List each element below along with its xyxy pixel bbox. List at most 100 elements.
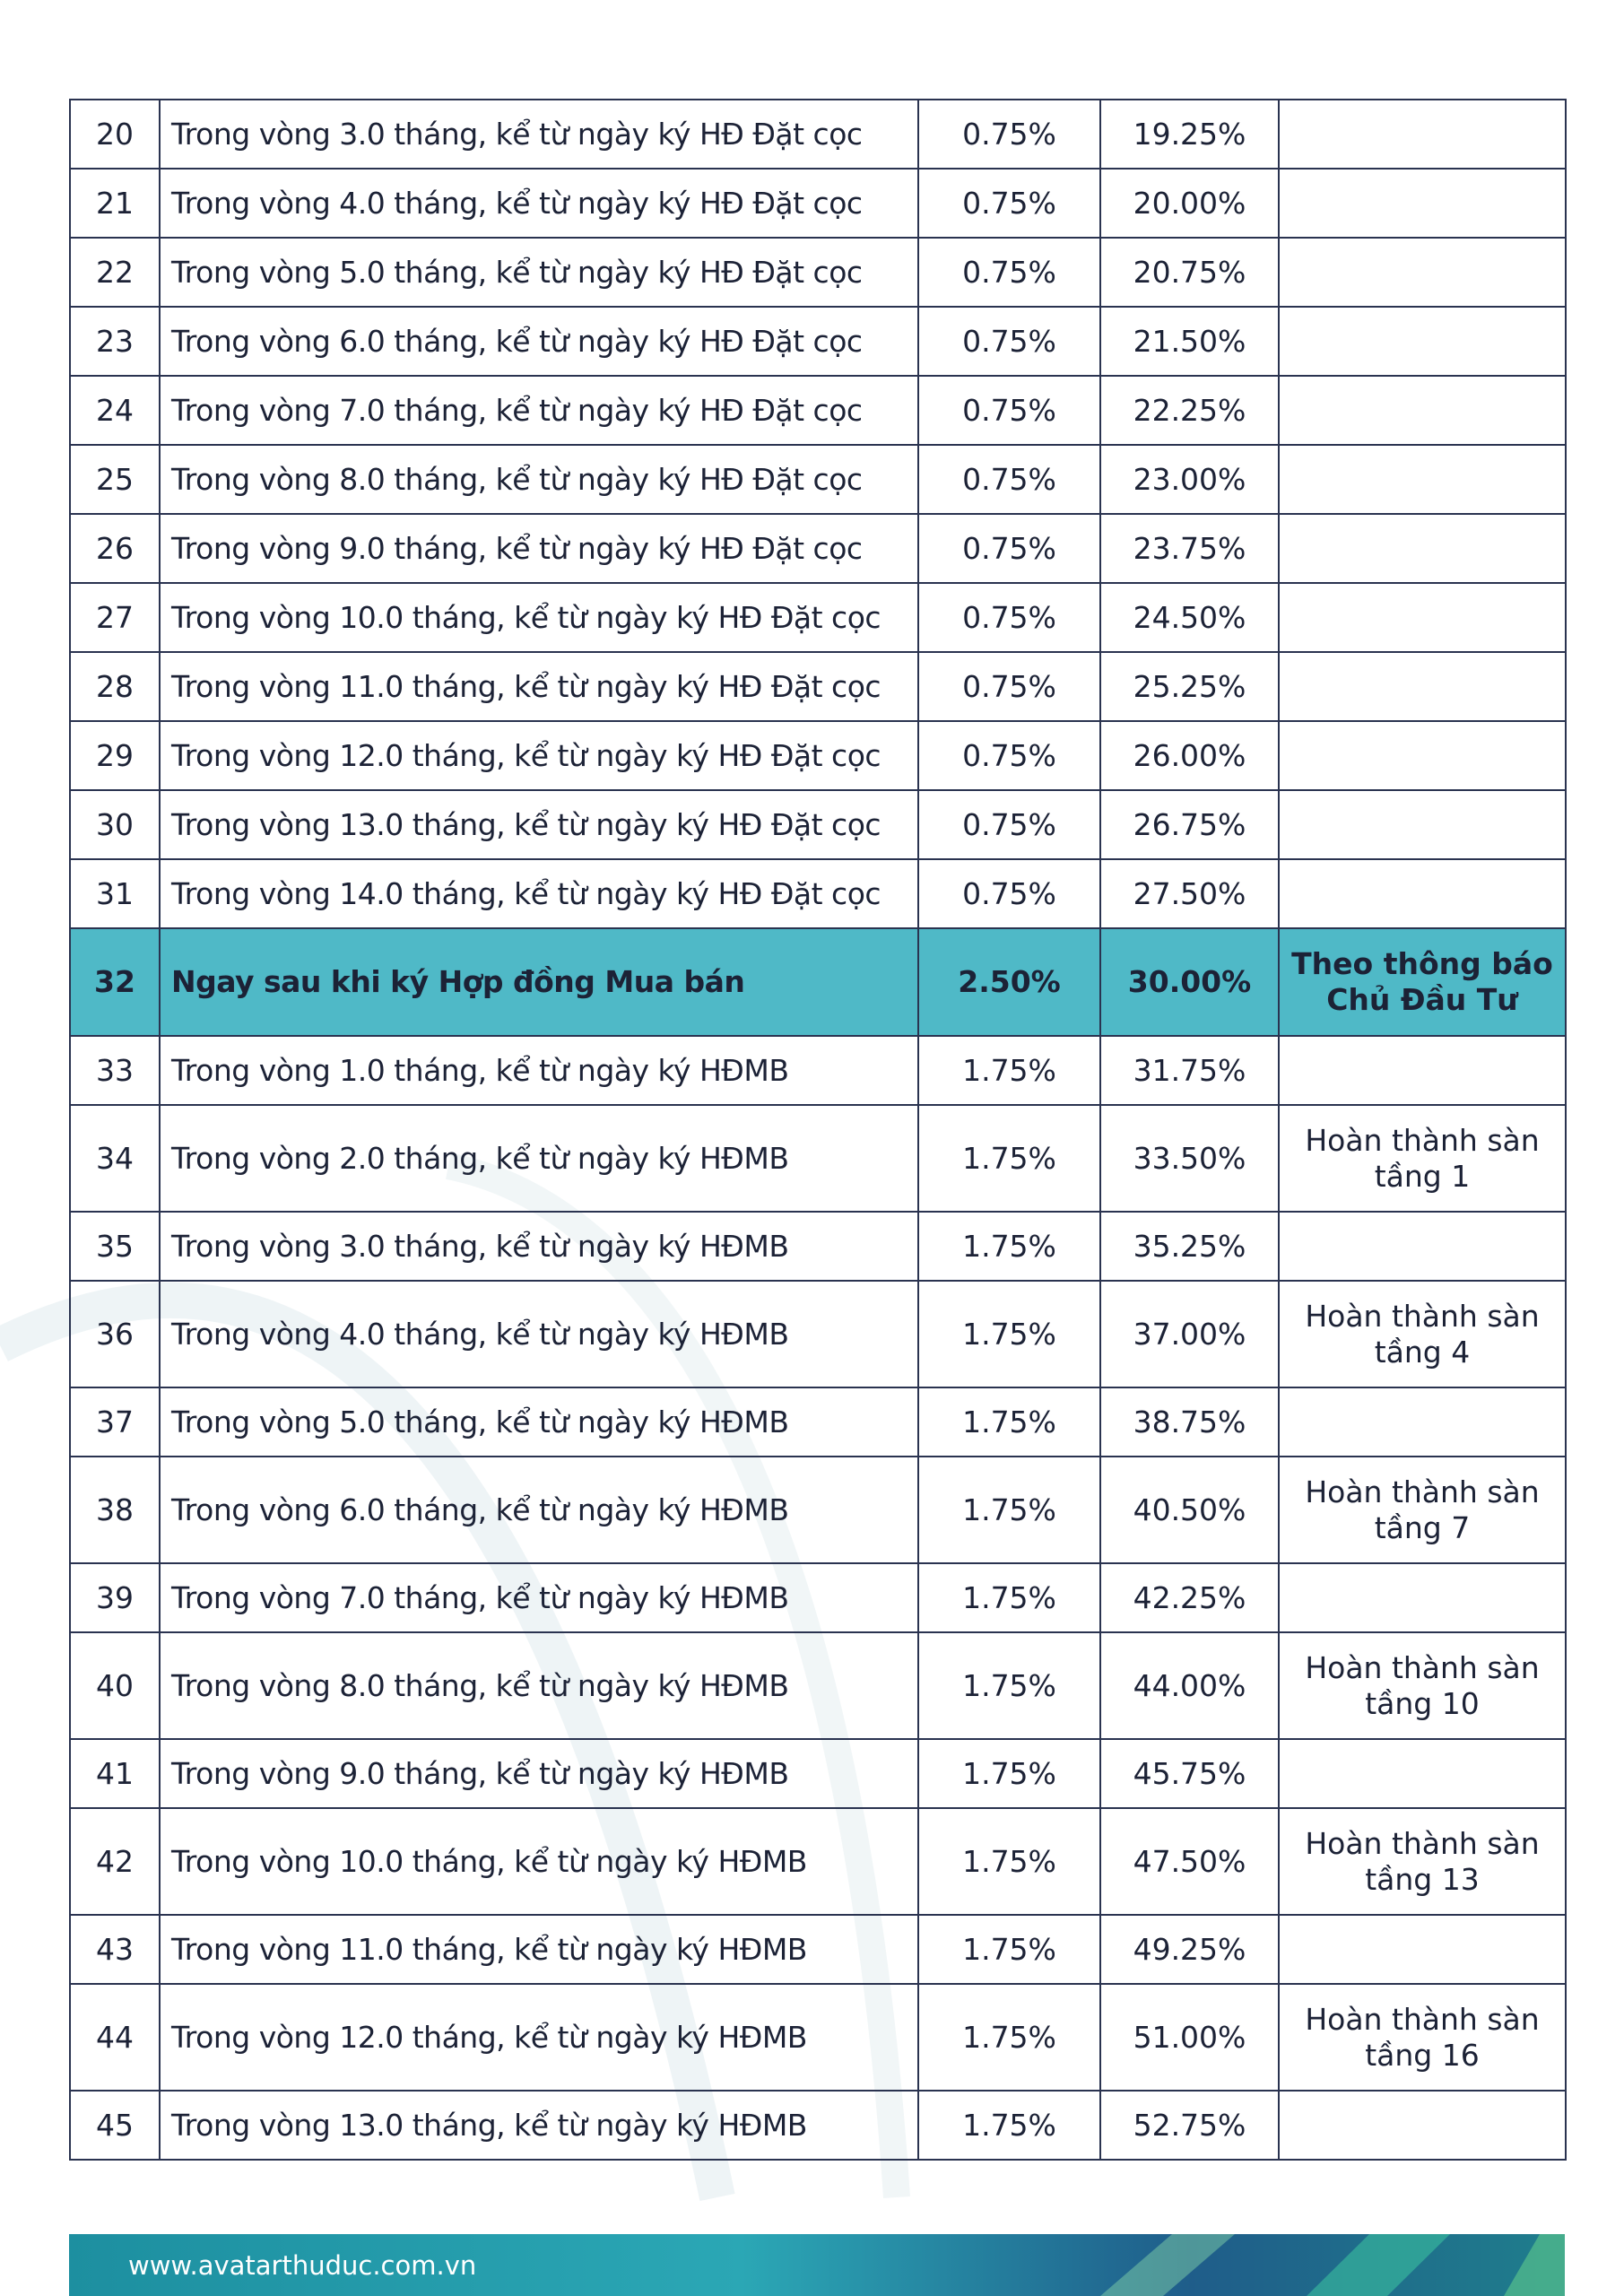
term-cell: Trong vòng 11.0 tháng, kể từ ngày ký HĐ …	[159, 651, 919, 722]
payment-table: 20 Trong vòng 3.0 tháng, kể từ ngày ký HĐ…	[69, 99, 1567, 2161]
term-cell: Trong vòng 8.0 tháng, kể từ ngày ký HĐMB	[159, 1631, 919, 1740]
note-cell	[1278, 1914, 1567, 1985]
term-cell: Trong vòng 7.0 tháng, kể từ ngày ký HĐ Đ…	[159, 375, 919, 446]
term-cell: Trong vòng 11.0 tháng, kể từ ngày ký HĐM…	[159, 1914, 919, 1985]
term-cell: Trong vòng 6.0 tháng, kể từ ngày ký HĐMB	[159, 1456, 919, 1564]
note-cell	[1278, 582, 1567, 653]
rate-cell: 0.75%	[917, 513, 1101, 584]
no-cell: 39	[69, 1562, 161, 1633]
table-row: 43 Trong vòng 11.0 tháng, kể từ ngày ký H…	[69, 1914, 1567, 1985]
term-cell: Ngay sau khi ký Hợp đồng Mua bán	[159, 927, 919, 1037]
no-cell: 44	[69, 1983, 161, 2092]
table-row: 35 Trong vòng 3.0 tháng, kể từ ngày ký HĐ…	[69, 1211, 1567, 1282]
term-cell: Trong vòng 10.0 tháng, kể từ ngày ký HĐM…	[159, 1807, 919, 1916]
table-row: 23 Trong vòng 6.0 tháng, kể từ ngày ký HĐ…	[69, 306, 1567, 377]
no-cell: 25	[69, 444, 161, 515]
total-cell: 23.00%	[1099, 444, 1280, 515]
total-cell: 20.00%	[1099, 168, 1280, 239]
rate-cell: 1.75%	[917, 1738, 1101, 1809]
no-cell: 38	[69, 1456, 161, 1564]
note-cell: Hoàn thành sàn tầng 1	[1278, 1104, 1567, 1213]
rate-cell: 1.75%	[917, 1914, 1101, 1985]
rate-cell: 0.75%	[917, 582, 1101, 653]
rate-cell: 0.75%	[917, 375, 1101, 446]
rate-cell: 1.75%	[917, 1387, 1101, 1457]
total-cell: 31.75%	[1099, 1035, 1280, 1106]
footer-deco	[1100, 2234, 1565, 2296]
total-cell: 44.00%	[1099, 1631, 1280, 1740]
table-row: 40 Trong vòng 8.0 tháng, kể từ ngày ký HĐ…	[69, 1631, 1567, 1740]
rate-cell: 1.75%	[917, 1562, 1101, 1633]
total-cell: 35.25%	[1099, 1211, 1280, 1282]
note-cell: Theo thông báo Chủ Đầu Tư	[1278, 927, 1567, 1037]
total-cell: 30.00%	[1099, 927, 1280, 1037]
no-cell: 28	[69, 651, 161, 722]
rate-cell: 0.75%	[917, 168, 1101, 239]
total-cell: 21.50%	[1099, 306, 1280, 377]
note-cell	[1278, 858, 1567, 929]
rate-cell: 2.50%	[917, 927, 1101, 1037]
note-cell	[1278, 651, 1567, 722]
rate-cell: 1.75%	[917, 1035, 1101, 1106]
total-cell: 38.75%	[1099, 1387, 1280, 1457]
table-row: 38 Trong vòng 6.0 tháng, kể từ ngày ký HĐ…	[69, 1456, 1567, 1564]
no-cell: 29	[69, 720, 161, 791]
no-cell: 35	[69, 1211, 161, 1282]
table-row: 41 Trong vòng 9.0 tháng, kể từ ngày ký HĐ…	[69, 1738, 1567, 1809]
total-cell: 37.00%	[1099, 1280, 1280, 1388]
total-cell: 23.75%	[1099, 513, 1280, 584]
rate-cell: 0.75%	[917, 858, 1101, 929]
rate-cell: 1.75%	[917, 1631, 1101, 1740]
table-row: 27 Trong vòng 10.0 tháng, kể từ ngày ký H…	[69, 582, 1567, 653]
no-cell: 45	[69, 2090, 161, 2161]
note-cell	[1278, 513, 1567, 584]
note-cell	[1278, 1738, 1567, 1809]
total-cell: 26.75%	[1099, 789, 1280, 860]
table-row: 28 Trong vòng 11.0 tháng, kể từ ngày ký H…	[69, 651, 1567, 722]
no-cell: 32	[69, 927, 161, 1037]
table-row: 21 Trong vòng 4.0 tháng, kể từ ngày ký HĐ…	[69, 168, 1567, 239]
rate-cell: 1.75%	[917, 1983, 1101, 2092]
term-cell: Trong vòng 12.0 tháng, kể từ ngày ký HĐM…	[159, 1983, 919, 2092]
note-cell	[1278, 1387, 1567, 1457]
total-cell: 47.50%	[1099, 1807, 1280, 1916]
no-cell: 41	[69, 1738, 161, 1809]
table-row: 36 Trong vòng 4.0 tháng, kể từ ngày ký HĐ…	[69, 1280, 1567, 1388]
no-cell: 24	[69, 375, 161, 446]
table-row: 20 Trong vòng 3.0 tháng, kể từ ngày ký HĐ…	[69, 99, 1567, 170]
term-cell: Trong vòng 13.0 tháng, kể từ ngày ký HĐ …	[159, 789, 919, 860]
note-cell: Hoàn thành sàn tầng 16	[1278, 1983, 1567, 2092]
table-row: 31 Trong vòng 14.0 tháng, kể từ ngày ký H…	[69, 858, 1567, 929]
table-row: 22 Trong vòng 5.0 tháng, kể từ ngày ký HĐ…	[69, 237, 1567, 308]
table-row: 42 Trong vòng 10.0 tháng, kể từ ngày ký H…	[69, 1807, 1567, 1916]
term-cell: Trong vòng 3.0 tháng, kể từ ngày ký HĐ Đ…	[159, 99, 919, 170]
note-cell	[1278, 237, 1567, 308]
note-cell	[1278, 375, 1567, 446]
note-cell	[1278, 306, 1567, 377]
rate-cell: 1.75%	[917, 1807, 1101, 1916]
term-cell: Trong vòng 10.0 tháng, kể từ ngày ký HĐ …	[159, 582, 919, 653]
table-row: 30 Trong vòng 13.0 tháng, kể từ ngày ký H…	[69, 789, 1567, 860]
rate-cell: 1.75%	[917, 1456, 1101, 1564]
term-cell: Trong vòng 13.0 tháng, kể từ ngày ký HĐM…	[159, 2090, 919, 2161]
rate-cell: 0.75%	[917, 651, 1101, 722]
note-cell	[1278, 2090, 1567, 2161]
table-row: 39 Trong vòng 7.0 tháng, kể từ ngày ký HĐ…	[69, 1562, 1567, 1633]
table-row: 44 Trong vòng 12.0 tháng, kể từ ngày ký H…	[69, 1983, 1567, 2092]
rate-cell: 0.75%	[917, 306, 1101, 377]
term-cell: Trong vòng 5.0 tháng, kể từ ngày ký HĐMB	[159, 1387, 919, 1457]
no-cell: 20	[69, 99, 161, 170]
note-cell	[1278, 1035, 1567, 1106]
total-cell: 24.50%	[1099, 582, 1280, 653]
term-cell: Trong vòng 2.0 tháng, kể từ ngày ký HĐMB	[159, 1104, 919, 1213]
note-cell	[1278, 1562, 1567, 1633]
rate-cell: 0.75%	[917, 720, 1101, 791]
term-cell: Trong vòng 12.0 tháng, kể từ ngày ký HĐ …	[159, 720, 919, 791]
total-cell: 45.75%	[1099, 1738, 1280, 1809]
total-cell: 33.50%	[1099, 1104, 1280, 1213]
table-row: 24 Trong vòng 7.0 tháng, kể từ ngày ký HĐ…	[69, 375, 1567, 446]
table-row: 29 Trong vòng 12.0 tháng, kể từ ngày ký H…	[69, 720, 1567, 791]
rate-cell: 0.75%	[917, 99, 1101, 170]
total-cell: 22.25%	[1099, 375, 1280, 446]
